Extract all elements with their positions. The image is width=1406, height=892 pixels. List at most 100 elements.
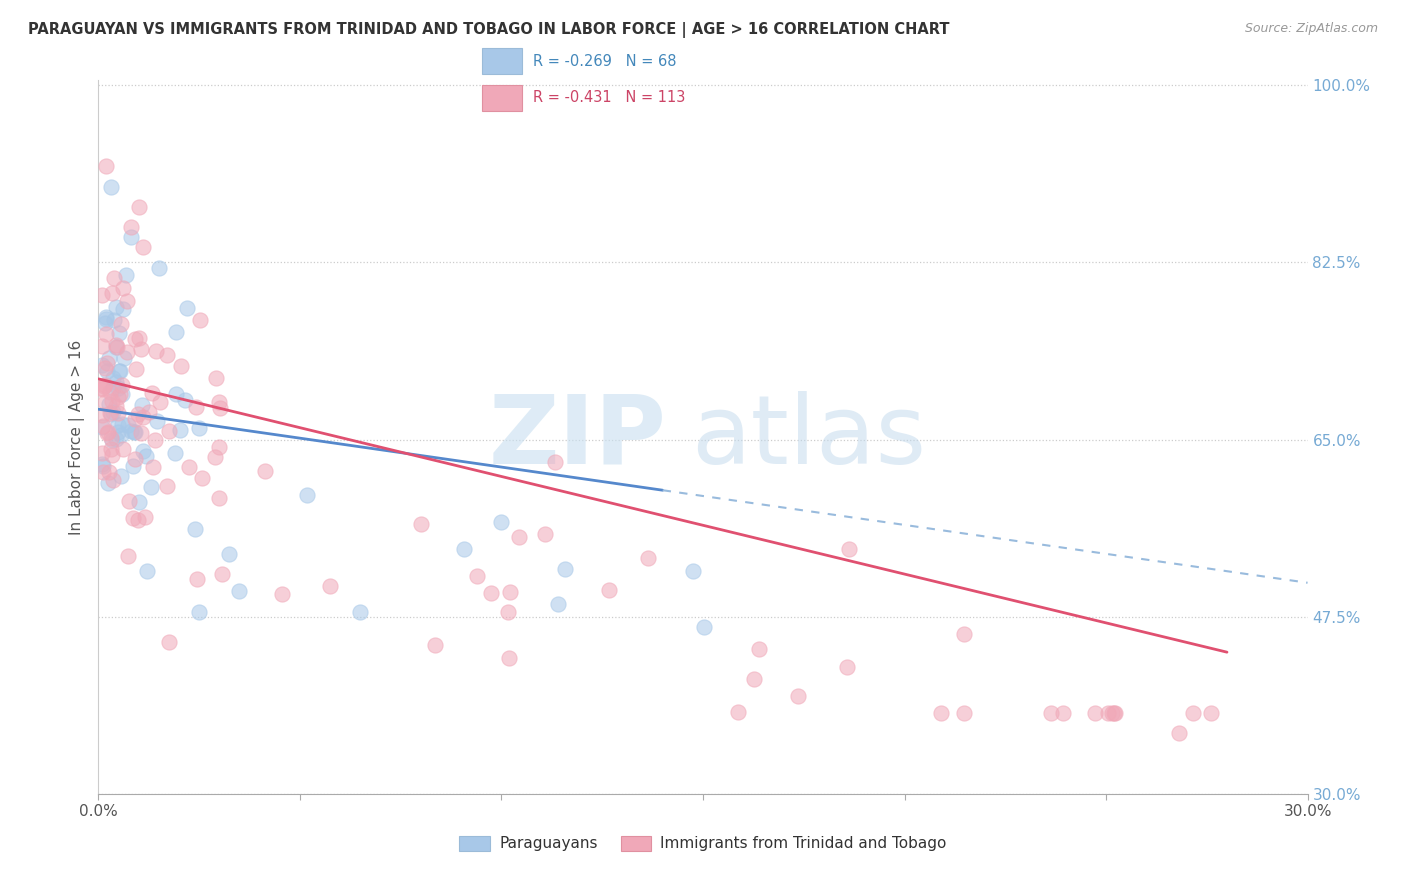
Point [128,495,150,509]
Point [120,230,142,244]
Point [271,587,294,601]
Y-axis label: In Labor Force | Age > 16: In Labor Force | Age > 16 [69,340,84,534]
Point [349,605,371,619]
Point [682,565,704,579]
Point [319,579,342,593]
Point [111,417,134,432]
Point [105,338,128,352]
Point [498,650,520,665]
Point [693,620,716,634]
Point [157,424,180,438]
Point [107,326,129,340]
Legend: Paraguayans, Immigrants from Trinidad and Tobago: Paraguayans, Immigrants from Trinidad an… [453,830,953,857]
Point [105,400,128,414]
Point [100,431,122,445]
Point [727,705,749,719]
Point [128,200,150,214]
Point [208,401,231,415]
Point [931,706,953,720]
Point [127,513,149,527]
Text: PARAGUAYAN VS IMMIGRANTS FROM TRINIDAD AND TOBAGO IN LABOR FORCE | AGE > 16 CORR: PARAGUAYAN VS IMMIGRANTS FROM TRINIDAD A… [28,22,949,38]
Point [253,464,276,478]
Point [98,465,121,479]
Point [186,572,208,586]
Point [145,343,167,358]
Point [157,635,180,649]
Point [103,371,125,385]
Point [491,516,513,530]
Point [91,420,114,434]
Point [101,394,124,409]
Point [96,356,118,370]
Point [108,364,131,378]
Point [96,363,118,377]
Point [423,638,446,652]
Point [131,398,153,412]
Point [112,302,135,317]
Text: Source: ZipAtlas.com: Source: ZipAtlas.com [1244,22,1378,36]
Point [105,300,128,314]
Point [103,270,125,285]
Point [107,381,129,395]
Point [96,425,118,440]
Point [91,446,114,460]
Point [91,457,114,471]
Point [143,434,166,448]
Point [103,313,125,327]
Point [91,382,114,396]
Point [547,597,569,611]
Point [188,605,211,619]
Point [91,288,114,302]
Point [534,526,557,541]
Point [742,672,765,686]
Point [115,345,138,359]
Point [173,392,195,407]
Point [91,408,114,422]
Point [138,405,160,419]
Point [1040,706,1063,720]
Point [91,339,114,353]
Point [100,442,122,457]
Point [184,401,207,415]
Point [1199,706,1222,720]
Point [98,385,121,400]
Point [124,332,146,346]
Point [110,428,132,442]
Point [103,473,125,487]
Point [1167,726,1189,740]
Point [107,407,129,421]
Point [122,425,145,439]
Point [100,179,122,194]
Point [218,547,240,561]
Point [103,381,125,395]
Point [112,351,135,366]
Point [107,417,129,432]
Point [128,331,150,345]
Point [105,433,128,447]
Point [129,342,152,356]
Point [544,455,567,469]
Point [179,460,201,475]
Point [165,325,187,339]
Point [94,310,117,325]
Point [120,424,142,438]
Point [96,312,118,326]
Point [122,511,145,525]
Point [1101,706,1123,720]
Point [101,433,124,447]
Point [96,326,118,341]
Point [125,362,148,376]
Point [149,395,172,409]
Point [111,281,134,295]
Point [107,390,129,404]
Point [1102,706,1125,720]
Point [148,260,170,275]
Point [188,421,211,435]
Point [97,351,120,365]
Point [110,387,132,401]
Point [120,220,142,235]
Point [1182,706,1205,720]
Point [98,397,121,411]
Point [135,564,157,578]
Point [94,317,117,331]
